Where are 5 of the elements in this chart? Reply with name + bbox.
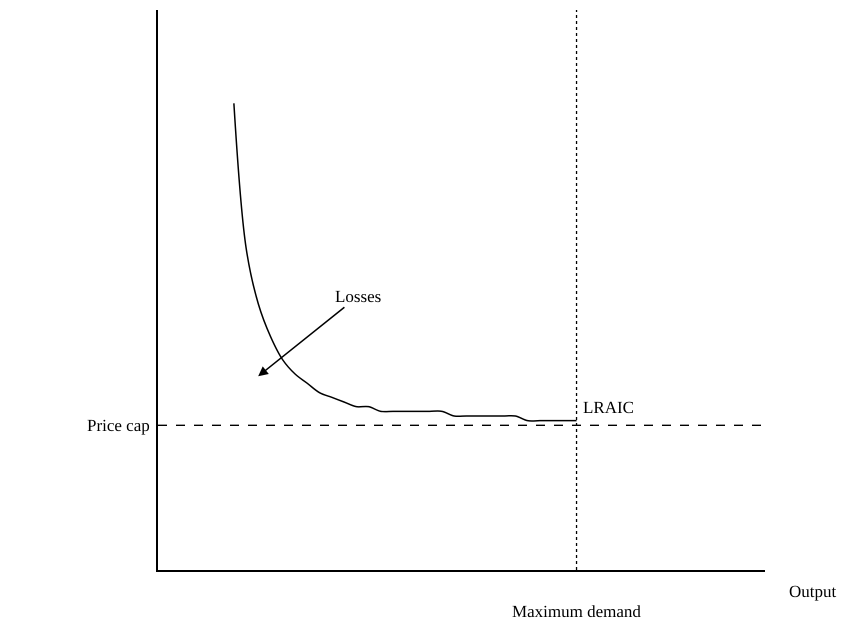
series-label: LRAIC — [583, 398, 634, 417]
text: Output — [789, 582, 836, 601]
text: Maximum demand — [512, 602, 642, 621]
ref-line-label: Price cap — [87, 416, 150, 435]
annotation: Losses — [335, 287, 382, 306]
